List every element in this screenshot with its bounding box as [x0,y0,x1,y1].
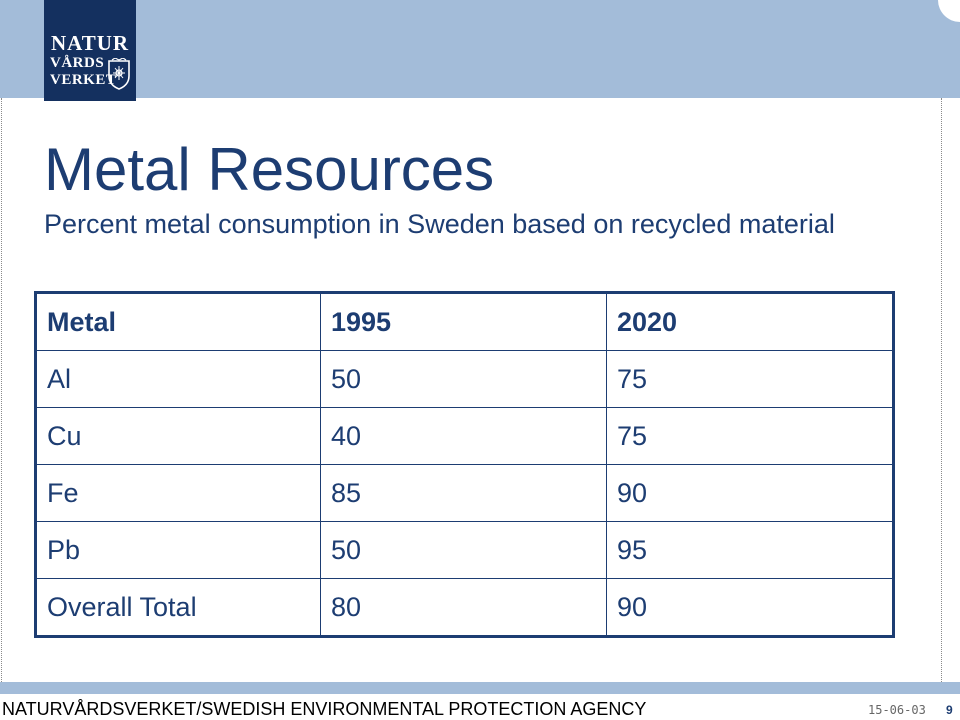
header-2020: 2020 [606,292,894,351]
footer-agency-name: NATURVÅRDSVERKET/SWEDISH ENVIRONMENTAL P… [2,699,647,719]
cell-1995: 50 [320,350,607,408]
agency-logo: NATUR VÅRDS VERKET [44,0,136,101]
cell-2020: 75 [606,350,894,408]
logo-line-1: NATUR [50,31,130,55]
table-row: Overall Total 80 90 [35,578,894,637]
right-dotted-border [941,98,942,682]
table-row: Cu 40 75 [35,407,894,465]
cell-1995: 80 [320,578,607,637]
metal-recycling-table: Metal 1995 2020 Al 50 75 Cu 40 75 Fe 85 … [34,291,895,638]
table-row: Al 50 75 [35,350,894,408]
page-number: 9 [946,703,953,717]
header-metal: Metal [35,292,321,351]
header-band-corner [938,0,960,22]
table-row: Pb 50 95 [35,521,894,579]
cell-metal: Pb [35,521,321,579]
cell-metal: Overall Total [35,578,321,637]
table-row: Fe 85 90 [35,464,894,522]
cell-2020: 90 [606,464,894,522]
cell-metal: Al [35,350,321,408]
cell-2020: 90 [606,578,894,637]
cell-2020: 95 [606,521,894,579]
slide-title: Metal Resources [44,136,495,203]
cell-metal: Fe [35,464,321,522]
crest-icon [108,58,130,90]
cell-1995: 40 [320,407,607,465]
cell-1995: 85 [320,464,607,522]
table-header-row: Metal 1995 2020 [35,292,894,351]
header-1995: 1995 [320,292,607,351]
footer-date: 15-06-03 [868,703,926,717]
logo-line-2: VÅRDS [50,55,105,71]
header-band [0,0,960,98]
left-dotted-border [1,98,2,682]
slide-subtitle: Percent metal consumption in Sweden base… [44,209,835,239]
logo-line-3: VERKET [50,72,117,88]
footer-band [0,682,960,694]
cell-metal: Cu [35,407,321,465]
cell-2020: 75 [606,407,894,465]
cell-1995: 50 [320,521,607,579]
